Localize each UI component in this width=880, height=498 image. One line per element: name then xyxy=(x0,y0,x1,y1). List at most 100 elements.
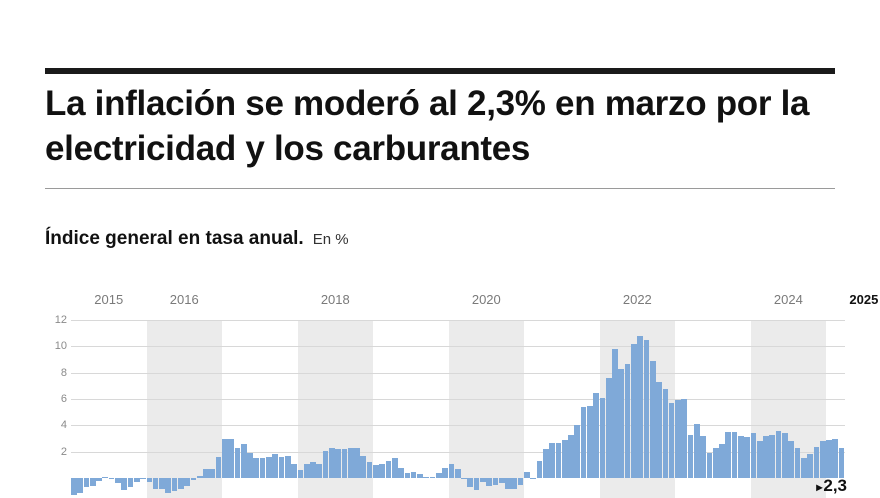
bar xyxy=(404,472,411,479)
bar xyxy=(209,468,216,479)
bar xyxy=(140,478,146,479)
bar xyxy=(693,424,700,479)
bar xyxy=(700,436,706,479)
bar xyxy=(605,378,612,479)
bar xyxy=(807,454,813,479)
last-value-text: 2,3 xyxy=(823,476,847,495)
page-title: La inflación se moderó al 2,3% en marzo … xyxy=(45,84,810,168)
bar xyxy=(222,438,228,479)
bar xyxy=(247,453,253,479)
bar xyxy=(203,468,209,479)
bar xyxy=(712,447,719,479)
bar xyxy=(536,461,543,479)
y-axis: 12 10 8 6 4 2 xyxy=(45,314,71,498)
year-label-2016: 2016 xyxy=(169,292,199,307)
bar xyxy=(769,434,776,479)
bar xyxy=(662,388,669,479)
year-band xyxy=(146,320,222,498)
bar xyxy=(77,478,83,493)
bar xyxy=(127,478,134,488)
bar xyxy=(146,478,153,483)
last-value-callout: ▸2,3 xyxy=(816,476,847,496)
year-label-2020: 2020 xyxy=(471,292,501,307)
chart-subtitle-unit: En % xyxy=(312,231,349,248)
bar xyxy=(177,478,184,489)
bar xyxy=(454,468,461,479)
bar xyxy=(763,436,769,479)
chart-subtitle-main: Índice general en tasa anual. xyxy=(45,228,304,249)
bar xyxy=(133,478,140,483)
bar xyxy=(391,458,398,479)
year-band xyxy=(448,320,525,498)
bar xyxy=(259,458,266,479)
bar xyxy=(832,438,839,479)
bar xyxy=(505,478,511,489)
bar xyxy=(574,425,581,479)
bar xyxy=(580,407,587,479)
bar xyxy=(253,458,260,479)
bar xyxy=(89,478,96,487)
bar xyxy=(423,476,430,479)
bar xyxy=(517,478,524,485)
inflation-chart: 2015 2016 2018 2020 2022 2024 2025 12 10 8 6 4 2 ▸2… xyxy=(45,292,878,498)
bar xyxy=(819,441,826,479)
bar xyxy=(347,447,354,479)
bar xyxy=(373,465,379,479)
bar xyxy=(731,432,738,479)
bar xyxy=(71,478,77,496)
bar xyxy=(612,349,618,479)
bar xyxy=(788,441,795,479)
bar xyxy=(310,462,316,479)
bar xyxy=(524,471,530,479)
bar xyxy=(316,463,323,479)
year-label-2025: 2025 xyxy=(849,292,879,307)
bar xyxy=(587,405,593,479)
bar xyxy=(750,433,757,479)
bar xyxy=(115,478,121,484)
y-axis-tick-label: 10 xyxy=(54,340,67,353)
bar xyxy=(725,432,732,479)
bar xyxy=(435,472,442,479)
bar xyxy=(417,474,423,479)
bar xyxy=(719,443,725,479)
bar xyxy=(593,392,599,479)
y-axis-tick-label: 8 xyxy=(60,366,67,379)
bar xyxy=(467,478,474,488)
bar xyxy=(341,449,348,479)
bar xyxy=(410,471,417,479)
bar xyxy=(838,447,845,479)
bar xyxy=(335,449,341,479)
bar xyxy=(303,463,310,479)
year-label-2018: 2018 xyxy=(320,292,350,307)
gridline xyxy=(71,372,845,374)
bar xyxy=(184,478,190,487)
bar xyxy=(121,478,128,491)
bar xyxy=(794,447,801,479)
bar xyxy=(228,438,234,479)
bar xyxy=(240,443,247,479)
bar xyxy=(266,457,272,479)
y-axis-tick-label: 6 xyxy=(60,393,67,406)
bar xyxy=(549,442,555,479)
bar xyxy=(498,478,505,484)
bar xyxy=(681,399,688,479)
gridline xyxy=(71,425,845,427)
year-label-2015: 2015 xyxy=(94,292,124,307)
bar xyxy=(272,454,279,479)
year-label-2024: 2024 xyxy=(773,292,803,307)
gridline xyxy=(71,320,845,321)
y-axis-tick-label: 4 xyxy=(60,419,67,432)
gridline xyxy=(71,451,845,453)
bar xyxy=(656,381,662,479)
bar xyxy=(329,447,335,479)
bar xyxy=(631,343,637,479)
chart-subtitle: Índice general en tasa anual. En % xyxy=(45,228,349,250)
bar xyxy=(649,360,656,479)
y-axis-tick-label: 2 xyxy=(60,445,67,458)
bar xyxy=(687,434,694,479)
bar xyxy=(108,478,115,479)
gridline xyxy=(71,346,845,348)
bar xyxy=(826,439,832,479)
bar xyxy=(511,478,518,489)
bar xyxy=(706,453,713,479)
